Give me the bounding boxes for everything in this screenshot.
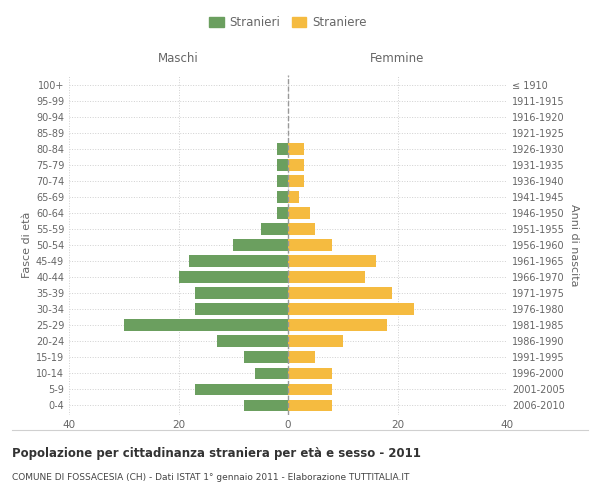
Bar [195,288,288,299]
Bar [288,304,414,315]
Bar [288,175,304,186]
Text: COMUNE DI FOSSACESIA (CH) - Dati ISTAT 1° gennaio 2011 - Elaborazione TUTTITALIA: COMUNE DI FOSSACESIA (CH) - Dati ISTAT 1… [12,472,409,482]
Bar [277,207,288,218]
Bar [288,400,332,411]
Bar [288,288,392,299]
Bar [288,143,304,154]
Bar [260,223,288,234]
Y-axis label: Anni di nascita: Anni di nascita [569,204,579,286]
Bar [288,352,316,363]
Bar [277,159,288,170]
Bar [288,256,376,267]
Bar [124,320,288,331]
Y-axis label: Fasce di età: Fasce di età [22,212,32,278]
Bar [288,191,299,202]
Bar [244,352,288,363]
Bar [288,368,332,379]
Bar [277,175,288,186]
Bar [288,336,343,347]
Bar [179,272,288,283]
Bar [255,368,288,379]
Bar [288,239,332,251]
Bar [288,223,316,234]
Text: Femmine: Femmine [370,52,425,66]
Bar [190,256,288,267]
Bar [195,304,288,315]
Bar [277,143,288,154]
Bar [288,272,365,283]
Bar [288,207,310,218]
Bar [288,320,386,331]
Bar [277,191,288,202]
Text: Popolazione per cittadinanza straniera per età e sesso - 2011: Popolazione per cittadinanza straniera p… [12,448,421,460]
Bar [195,384,288,395]
Bar [233,239,288,251]
Legend: Stranieri, Straniere: Stranieri, Straniere [209,16,367,29]
Bar [217,336,288,347]
Text: Maschi: Maschi [158,52,199,66]
Bar [288,159,304,170]
Bar [288,384,332,395]
Bar [244,400,288,411]
